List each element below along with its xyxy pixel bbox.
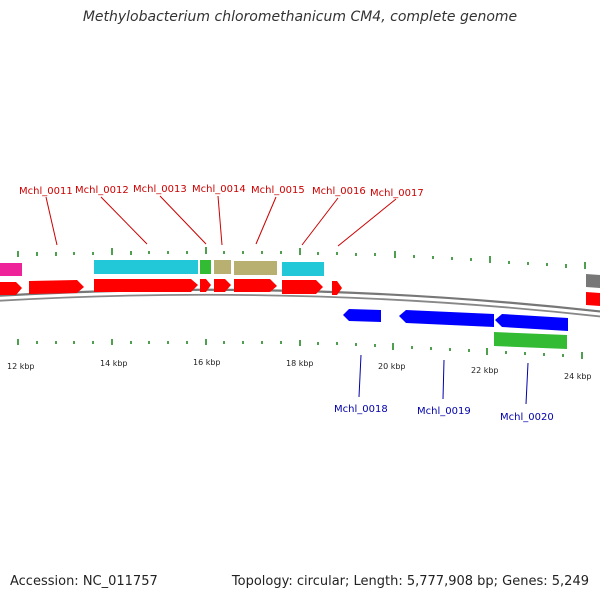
feature-cyan-2 <box>282 262 324 276</box>
gene-label-mchl-0017: Mchl_0017 <box>370 188 424 199</box>
cds-mchl-0013 <box>200 279 211 292</box>
tick-marks-upper <box>17 247 586 269</box>
reverse-cds-track <box>343 309 568 331</box>
feature-gray <box>586 274 600 288</box>
gene-label-mchl-0016: Mchl_0016 <box>312 186 366 197</box>
cds-mchl-0011 <box>29 280 84 294</box>
cds-mchl-0014 <box>214 279 231 292</box>
gene-label-mchl-0015: Mchl_0015 <box>251 185 305 196</box>
tick-label-14kbp: 14 kbp <box>100 359 128 368</box>
tick-label-24kbp: 24 kbp <box>564 372 592 381</box>
tick-label-18kbp: 18 kbp <box>286 359 314 368</box>
tick-label-20kbp: 20 kbp <box>378 362 406 371</box>
gene-label-mchl-0020: Mchl_0020 <box>500 412 554 423</box>
cds-mchl-0016 <box>282 280 323 294</box>
feature-track-upper <box>0 260 600 288</box>
gene-label-mchl-0014: Mchl_0014 <box>192 184 246 195</box>
map-title: Methylobacterium chloromethanicum CM4, c… <box>82 9 518 25</box>
cds-left-edge <box>0 282 22 295</box>
tick-label-22kbp: 22 kbp <box>471 366 499 375</box>
upper-leader-lines <box>45 195 397 247</box>
cds-mchl-0018 <box>343 309 381 322</box>
tick-label-12kbp: 12 kbp <box>7 362 35 371</box>
feature-cyan-1 <box>94 260 198 274</box>
feature-green <box>200 260 211 274</box>
feature-magenta <box>0 263 22 276</box>
feature-khaki-2 <box>234 261 277 275</box>
feature-khaki-1 <box>214 260 231 274</box>
tick-marks-lower <box>17 339 583 359</box>
gene-label-mchl-0019: Mchl_0019 <box>417 406 471 417</box>
forward-cds-track <box>0 279 600 306</box>
cds-mchl-0020 <box>495 314 568 331</box>
accession-info: Accession: NC_011757 <box>10 574 158 589</box>
gene-label-mchl-0011: Mchl_0011 <box>19 186 73 197</box>
cds-right-edge <box>586 292 600 306</box>
lower-leader-lines <box>358 354 529 405</box>
gene-label-mchl-0018: Mchl_0018 <box>334 404 388 415</box>
gene-label-mchl-0012: Mchl_0012 <box>75 185 129 196</box>
cds-mchl-0012 <box>94 279 198 292</box>
backbone-inner <box>0 293 600 318</box>
gene-label-mchl-0013: Mchl_0013 <box>133 184 187 195</box>
cds-mchl-0019 <box>399 310 494 327</box>
cds-mchl-0015 <box>234 279 277 292</box>
genome-stats: Topology: circular; Length: 5,777,908 bp… <box>231 574 589 589</box>
cds-mchl-0017 <box>332 281 342 295</box>
feature-green-lower <box>494 332 567 349</box>
tick-label-16kbp: 16 kbp <box>193 358 221 367</box>
